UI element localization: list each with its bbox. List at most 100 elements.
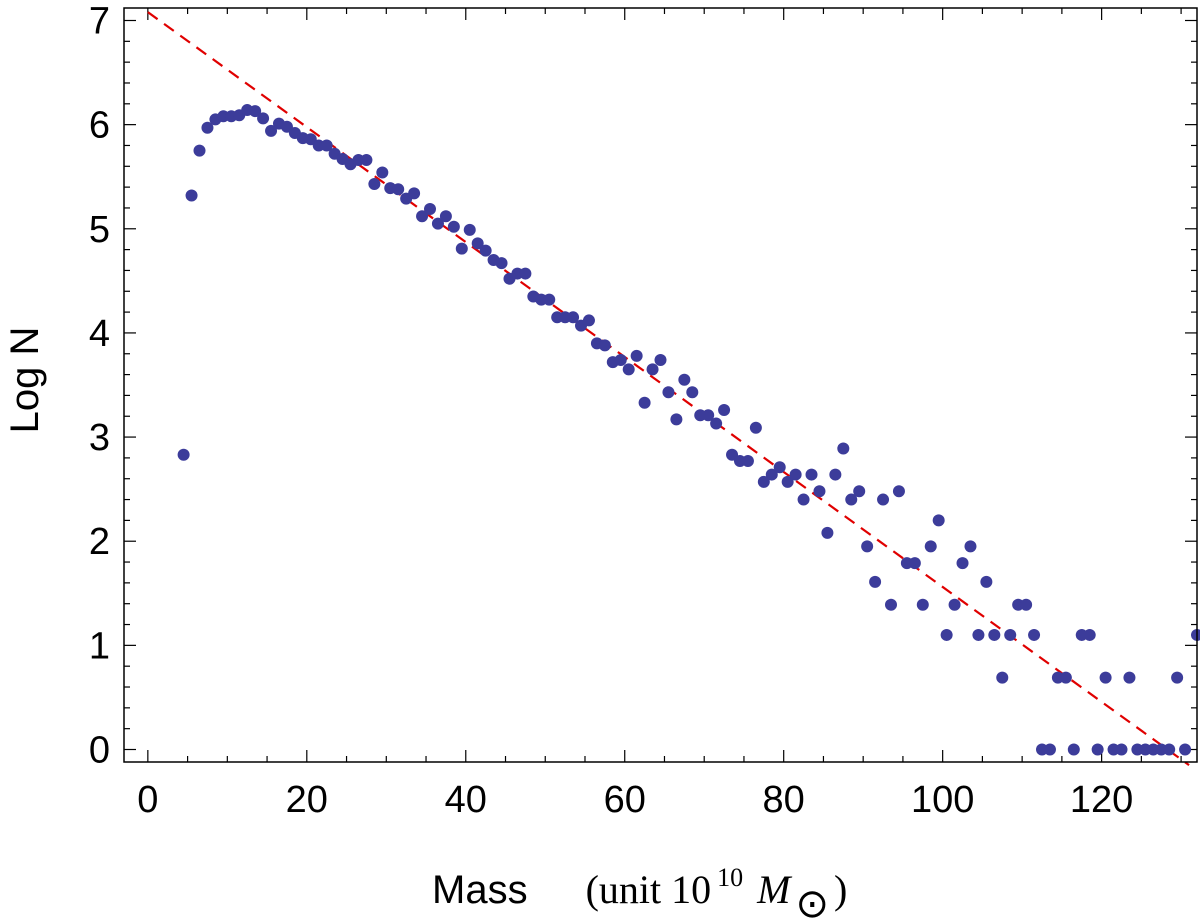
y-tick-label: 5: [89, 209, 110, 251]
data-point: [1115, 743, 1128, 756]
data-point: [201, 121, 214, 134]
data-point: [424, 202, 437, 215]
data-point: [622, 363, 635, 376]
data-point: [646, 363, 659, 376]
data-point: [837, 442, 850, 455]
data-point: [972, 628, 985, 641]
x-axis-title-prefix: Mass: [432, 868, 528, 912]
data-point: [177, 448, 190, 461]
data-point: [940, 628, 953, 641]
data-point: [439, 210, 452, 223]
data-point: [598, 339, 611, 352]
data-point: [582, 314, 595, 327]
data-point: [789, 468, 802, 481]
y-tick-label: 2: [89, 521, 110, 563]
data-point: [980, 575, 993, 588]
data-point: [1099, 671, 1112, 684]
data-point: [853, 485, 866, 498]
data-point: [821, 526, 834, 539]
data-point: [686, 386, 699, 399]
data-point: [495, 257, 508, 270]
data-point: [543, 293, 556, 306]
data-point: [988, 628, 1001, 641]
data-point: [360, 154, 373, 167]
y-tick-label: 1: [89, 625, 110, 667]
data-point: [455, 242, 468, 255]
data-point: [670, 413, 683, 426]
data-point: [916, 598, 929, 611]
data-point: [869, 575, 882, 588]
plot-frame: [123, 7, 1198, 763]
data-point: [996, 671, 1009, 684]
x-axis-title-exponent: 10: [717, 863, 743, 892]
data-point: [567, 311, 580, 324]
x-tick-label: 40: [445, 779, 487, 821]
data-point: [678, 373, 691, 386]
data-point: [710, 417, 723, 430]
data-point: [265, 124, 278, 137]
data-point: [1163, 743, 1176, 756]
data-point: [829, 468, 842, 481]
data-point: [654, 354, 667, 367]
x-tick-label: 60: [604, 779, 646, 821]
data-points: [177, 104, 1200, 756]
data-point: [193, 144, 206, 157]
data-point: [1191, 628, 1200, 641]
y-tick-label: 0: [89, 730, 110, 772]
data-point: [447, 220, 460, 233]
data-point: [773, 461, 786, 474]
data-point: [1067, 743, 1080, 756]
data-point: [956, 557, 969, 570]
data-point: [376, 166, 389, 179]
data-point: [1020, 598, 1033, 611]
data-point: [884, 598, 897, 611]
data-point: [1179, 743, 1192, 756]
y-tick-label: 7: [89, 0, 110, 42]
data-point: [805, 468, 818, 481]
x-tick-label: 100: [911, 779, 974, 821]
data-point: [877, 493, 890, 506]
data-point: [702, 409, 715, 422]
data-point: [463, 223, 476, 236]
data-point: [614, 354, 627, 367]
data-point: [781, 475, 794, 488]
y-tick-label: 3: [89, 417, 110, 459]
data-point: [249, 105, 262, 118]
data-point: [932, 514, 945, 527]
axis-ticks: [124, 8, 1197, 762]
data-point: [797, 493, 810, 506]
data-point: [185, 189, 198, 202]
y-tick-label: 4: [89, 313, 110, 355]
data-point: [1123, 671, 1136, 684]
data-point: [749, 421, 762, 434]
x-tick-label: 20: [286, 779, 328, 821]
data-point: [845, 493, 858, 506]
data-point: [757, 475, 770, 488]
data-point: [1059, 671, 1072, 684]
x-axis-title-close: ): [834, 867, 847, 912]
x-axis-title: Mass (unit 10 10 M ⊙ ): [432, 863, 847, 922]
data-point: [431, 217, 444, 230]
data-point: [662, 386, 675, 399]
data-point: [471, 237, 484, 250]
data-point: [1043, 743, 1056, 756]
data-point: [813, 485, 826, 498]
data-point: [519, 267, 532, 280]
y-tick-label: 6: [89, 105, 110, 147]
data-point: [257, 112, 270, 125]
data-point: [1091, 743, 1104, 756]
data-point: [924, 540, 937, 553]
data-point: [638, 396, 651, 409]
x-axis-title-subscript: ⊙: [795, 881, 829, 922]
data-point: [718, 403, 731, 416]
data-point: [765, 468, 778, 481]
x-axis-title-symbol: M: [756, 867, 793, 912]
data-point: [892, 485, 905, 498]
data-point: [1028, 628, 1041, 641]
y-axis-title: Log N: [3, 327, 47, 434]
data-point: [1083, 628, 1096, 641]
data-point: [368, 178, 381, 191]
data-point: [908, 557, 921, 570]
data-point: [392, 183, 405, 196]
